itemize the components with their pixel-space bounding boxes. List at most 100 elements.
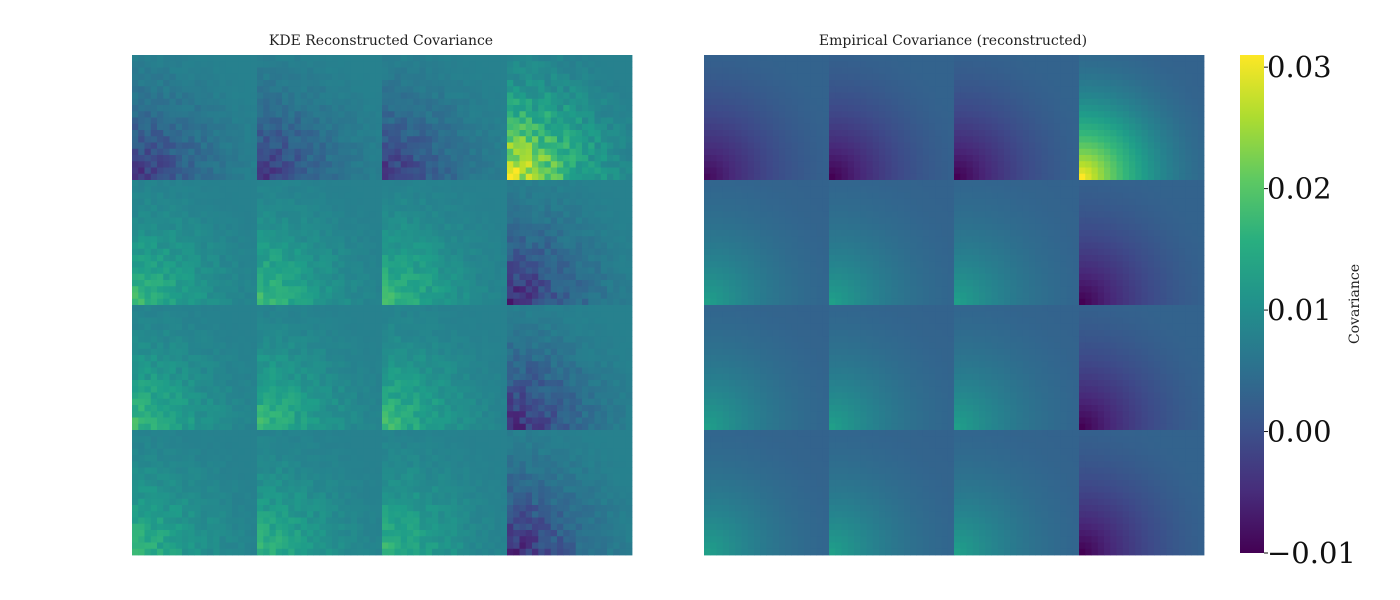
heatmap-cell [438,374,445,381]
heatmap-cell [270,336,277,343]
heatmap-cell [607,130,614,137]
heatmap-cell [313,230,320,237]
heatmap-cell [320,324,327,331]
heatmap-cell [276,405,283,412]
heatmap-cell [357,274,364,281]
heatmap-cell [213,418,220,425]
heatmap-cell [370,405,377,412]
heatmap-cell [382,118,389,125]
heatmap-cell [376,349,383,356]
heatmap-cell [357,368,364,375]
heatmap-cell [570,236,577,243]
heatmap-cell [463,111,470,118]
heatmap-cell [176,330,183,337]
heatmap-cell [507,280,514,287]
heatmap-cell [182,161,189,168]
heatmap-cell [507,118,514,125]
heatmap-cell [445,243,452,250]
heatmap-cell [182,443,189,450]
heatmap-cell [301,293,308,300]
heatmap-cell [538,74,545,81]
heatmap-cell [195,299,202,306]
heatmap-cell [513,249,520,256]
heatmap-cell [557,224,564,231]
heatmap-cell [263,74,270,81]
heatmap-cell [163,393,170,400]
heatmap-cell [295,249,302,256]
heatmap-cell [213,243,220,250]
heatmap-cell [145,424,152,431]
heatmap-cell [151,218,158,225]
heatmap-cell [370,249,377,256]
heatmap-cell [201,68,208,75]
heatmap-cell [332,118,339,125]
heatmap-cell [351,161,358,168]
heatmap-cell [395,118,402,125]
heatmap-cell [588,318,595,325]
heatmap-cell [588,124,595,131]
heatmap-cell [270,324,277,331]
heatmap-cell [288,211,295,218]
heatmap-cell [438,155,445,162]
heatmap-cell [407,411,414,418]
heatmap-cell [163,74,170,81]
heatmap-cell [557,280,564,287]
heatmap-cell [501,330,508,337]
heatmap-cell [245,399,252,406]
heatmap-cell [488,343,495,350]
heatmap-cell [151,255,158,262]
heatmap-cell [445,224,452,231]
heatmap-cell [382,411,389,418]
heatmap-cell [363,411,370,418]
heatmap-cell [132,218,139,225]
heatmap-cell [626,318,633,325]
heatmap-cell [182,205,189,212]
heatmap-cell [276,286,283,293]
heatmap-cell [501,136,508,143]
heatmap-cell [382,361,389,368]
heatmap-cell [188,136,195,143]
heatmap-cell [270,374,277,381]
heatmap-cell [157,86,164,93]
heatmap-cell [282,243,289,250]
heatmap-cell [557,311,564,318]
heatmap-cell [195,174,202,181]
heatmap-cell [526,130,533,137]
heatmap-cell [595,174,602,181]
heatmap-cell [538,355,545,362]
heatmap-cell [426,299,433,306]
heatmap-cell [282,374,289,381]
heatmap-cell [276,74,283,81]
heatmap-cell [282,405,289,412]
heatmap-cell [232,468,239,475]
heatmap-cell [163,305,170,312]
heatmap-cell [195,380,202,387]
heatmap-cell [576,61,583,68]
heatmap-cell [551,249,558,256]
heatmap-cell [520,405,527,412]
heatmap-cell [326,80,333,87]
heatmap-cell [176,368,183,375]
heatmap-cell [301,286,308,293]
heatmap-cell [320,336,327,343]
heatmap-cell [257,311,264,318]
heatmap-cell [401,93,408,100]
heatmap-cell [588,186,595,193]
heatmap-cell [132,224,139,231]
heatmap-cell [220,380,227,387]
heatmap-cell [563,136,570,143]
heatmap-cell [620,218,627,225]
heatmap-cell [357,61,364,68]
heatmap-cell [170,261,177,268]
heatmap-cell [138,380,145,387]
heatmap-cell [245,55,252,62]
heatmap-cell [251,149,258,156]
heatmap-cell [363,99,370,106]
heatmap-cell [520,224,527,231]
heatmap-cell [226,268,233,275]
heatmap-cell [401,411,408,418]
heatmap-cell [220,86,227,93]
heatmap-cell [395,305,402,312]
heatmap-cell [313,380,320,387]
heatmap-cell [507,236,514,243]
